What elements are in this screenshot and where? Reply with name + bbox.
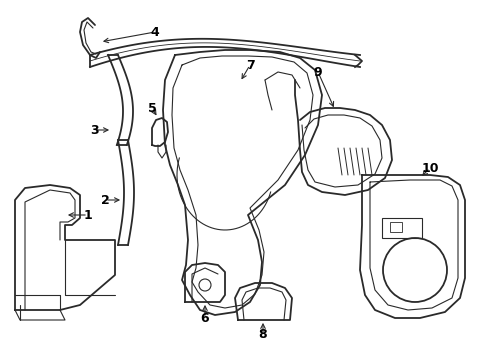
Text: 6: 6 [201,311,209,324]
Text: 8: 8 [259,328,268,342]
Text: 5: 5 [147,102,156,114]
Text: 2: 2 [100,194,109,207]
Text: 3: 3 [90,123,98,136]
Text: 9: 9 [314,66,322,78]
Bar [390,222,402,232]
Text: 7: 7 [245,59,254,72]
Text: 4: 4 [150,26,159,39]
Text: 10: 10 [421,162,439,175]
Text: 1: 1 [84,208,93,221]
Bar [382,218,422,238]
